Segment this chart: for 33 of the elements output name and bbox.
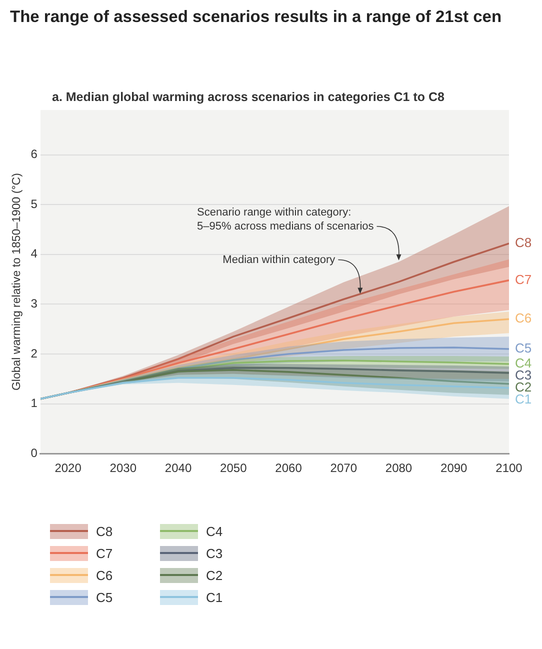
y-tick-label: 2 [30,346,38,360]
y-axis-title: Global warming relative to 1850–1900 (°C) [11,172,24,391]
legend-label: C3 [206,546,223,560]
y-tick-label: 6 [30,147,38,162]
x-tick-label: 2090 [440,461,468,476]
text: C8 [515,235,532,250]
x-tick-label: 2100 [496,461,523,476]
y-tick-label: 3 [30,296,38,311]
x-tick-label: 2020 [54,461,82,476]
x-tick-label: 2050 [220,461,248,476]
legend-label: C1 [206,590,223,604]
legend-label: C8 [96,524,113,538]
text: C7 [515,272,532,287]
x-tick-label: 2030 [110,461,137,476]
legend-label: C6 [96,568,113,582]
x-tick-label: 2070 [330,461,358,476]
x-tick-label: 2040 [164,461,192,476]
text: C6 [515,310,532,326]
legend-label: C7 [96,546,113,560]
legend-label: C2 [206,568,223,582]
annotation: Scenario range within category: 5–95% across medians of scenarios [197,206,374,232]
y-tick-label: 5 [30,196,38,211]
chart-subtitle: a. Median global warming across scenarios in categories C1 to C8 [52,90,444,104]
chart-title: The range of assessed scenarios results in a range of 21st cen [10,8,502,27]
text: C5 [515,340,532,356]
annotation: Median within category [222,254,336,266]
y-tick-label: 1 [30,396,38,410]
x-tick-label: 2060 [275,461,302,476]
legend-label: C4 [206,524,223,538]
legend-label: C5 [96,590,113,604]
x-tick-label: 2080 [385,461,412,476]
y-tick-label: 4 [30,246,38,261]
y-tick-label: 0 [30,446,38,460]
